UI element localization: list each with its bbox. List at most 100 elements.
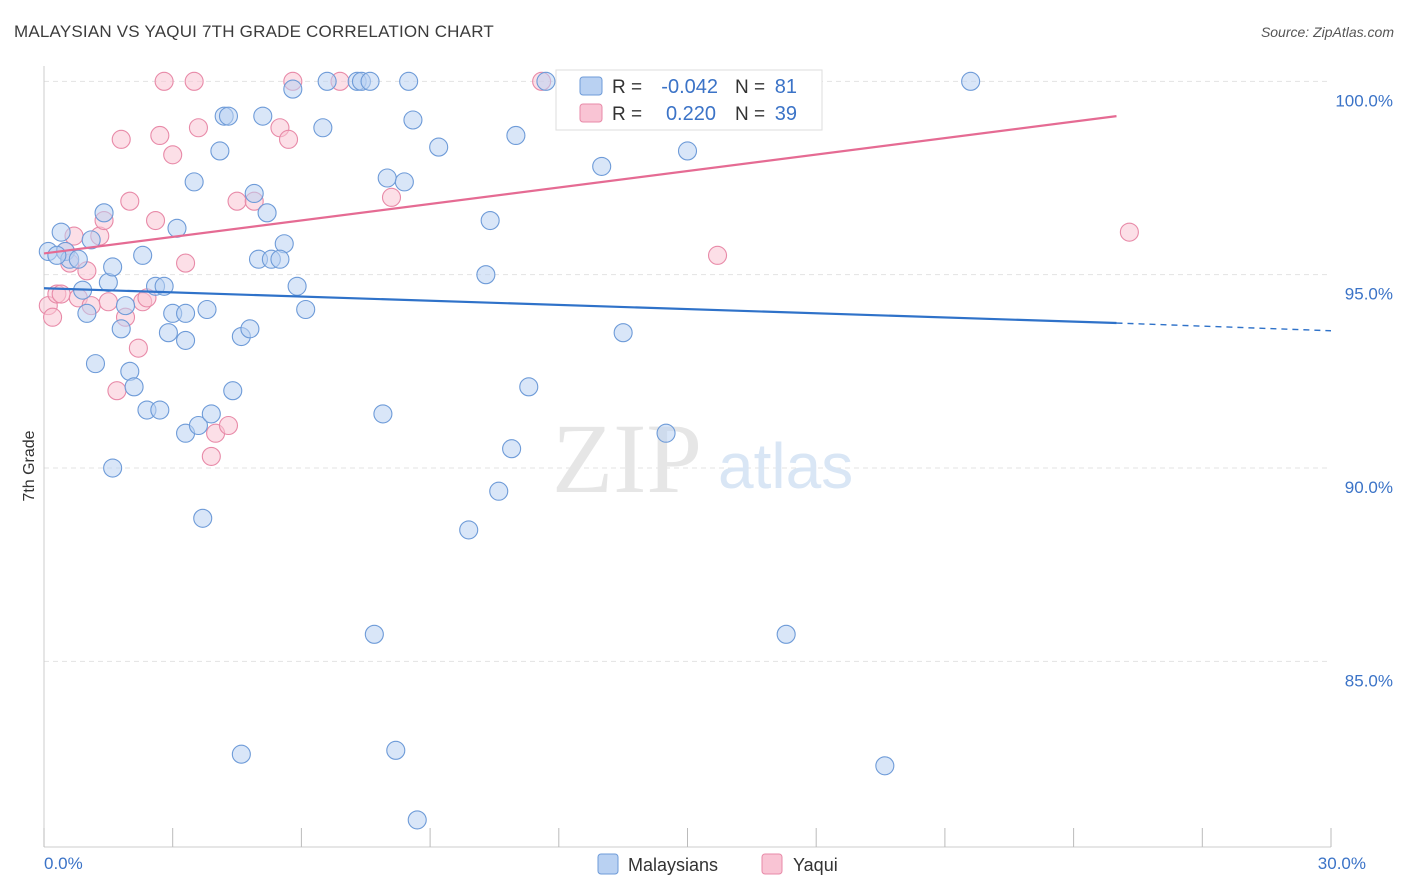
malaysian-point (283, 79, 303, 99)
legend-n-value-yaqui: 39 (775, 103, 797, 125)
malaysian-point (287, 276, 307, 296)
x-tick-labels: 0.0% 30.0% (44, 854, 1366, 873)
bottom-legend-swatch-yaqui (761, 853, 783, 875)
yaqui-point (150, 125, 170, 146)
malaysians-trend-line (43, 287, 1117, 325)
malaysian-point (188, 415, 208, 436)
malaysian-point (154, 276, 174, 296)
y-tick-label: 85.0% (1345, 671, 1393, 690)
malaysian-point (47, 245, 67, 265)
watermark-zip: ZIP (552, 403, 702, 514)
yaqui-trend-line (43, 115, 1117, 255)
malaysian-point (613, 323, 633, 343)
series-legend: Malaysians Yaqui (597, 853, 838, 875)
malaysian-point (407, 810, 427, 830)
malaysian-point (158, 323, 178, 343)
malaysian-point (103, 257, 123, 277)
yaqui-point (128, 338, 148, 358)
malaysian-point (364, 624, 384, 644)
malaysian-point (257, 203, 277, 223)
malaysian-point (403, 110, 423, 130)
axes (43, 66, 1332, 848)
yaqui-point (184, 71, 204, 91)
malaysian-point (270, 249, 290, 269)
x-tick-label: 0.0% (44, 854, 83, 873)
malaysian-point (592, 156, 612, 176)
malaysian-point (394, 172, 414, 192)
legend-n-label-1: N = (735, 77, 765, 98)
malaysian-point (875, 756, 895, 776)
trend-lines (43, 115, 1332, 332)
yaqui-point (707, 245, 728, 265)
malaysian-point (176, 330, 196, 350)
legend-r-label-1: R = (612, 77, 642, 98)
yaqui-point (43, 307, 63, 327)
malaysian-point (197, 299, 217, 320)
malaysian-point (201, 404, 221, 424)
yaqui-point (154, 71, 174, 91)
malaysians-trend-extension (1116, 322, 1332, 332)
malaysian-point (77, 303, 97, 323)
malaysian-point (476, 265, 496, 285)
correlation-legend: R = -0.042 N = 81 R = 0.220 N = 39 (555, 69, 823, 131)
watermark-atlas: atlas (718, 430, 853, 502)
malaysian-point (677, 141, 698, 161)
malaysian-point (223, 381, 243, 401)
malaysian-point (133, 245, 153, 265)
malaysian-point (184, 172, 204, 192)
yaqui-point (188, 118, 208, 138)
malaysian-point (176, 303, 196, 323)
malaysian-point (115, 296, 136, 316)
malaysian-point (480, 210, 500, 231)
malaysian-point (240, 319, 260, 339)
malaysian-point (150, 400, 170, 420)
malaysian-point (360, 71, 380, 91)
yaqui-point (176, 253, 196, 273)
malaysian-point (373, 404, 393, 424)
bottom-legend-yaqui: Yaqui (793, 855, 838, 875)
malaysian-point (94, 203, 114, 223)
malaysian-point (429, 137, 449, 157)
yaqui-point (381, 187, 402, 207)
yaqui-point (278, 129, 299, 149)
legend-r-label-2: R = (612, 104, 642, 125)
yaqui-point (145, 210, 166, 231)
yaqui-point (218, 415, 239, 436)
yaqui-point (227, 191, 247, 211)
malaysian-point (81, 230, 101, 250)
yaqui-point (111, 129, 131, 149)
yaqui-point (1119, 222, 1139, 242)
yaqui-point (120, 191, 140, 211)
bottom-legend-swatch-malaysians (597, 853, 619, 875)
legend-swatch-malaysians (579, 76, 603, 96)
malaysian-point (253, 106, 273, 126)
legend-swatch-yaqui (579, 103, 603, 123)
malaysian-point (85, 354, 106, 374)
malaysian-point (536, 71, 556, 91)
malaysian-point (377, 168, 397, 188)
malaysian-point (317, 71, 337, 91)
malaysian-point (386, 740, 406, 760)
malaysian-point (961, 71, 981, 91)
malaysian-point (51, 222, 71, 242)
grid-lines (44, 80, 1331, 662)
y-tick-label: 90.0% (1345, 478, 1393, 497)
malaysian-point (656, 423, 676, 443)
malaysian-point (459, 520, 479, 540)
malaysian-point (399, 71, 419, 91)
malaysian-point (776, 624, 796, 644)
malaysian-point (502, 439, 522, 459)
legend-n-label-2: N = (735, 104, 765, 125)
legend-r-value-malaysians: -0.042 (661, 76, 718, 98)
yaqui-point (98, 292, 118, 312)
yaqui-point (163, 145, 183, 165)
malaysian-point (103, 458, 123, 478)
malaysian-point (111, 319, 131, 339)
bottom-legend-malaysians: Malaysians (628, 855, 718, 875)
x-tick-label: 30.0% (1318, 854, 1366, 873)
malaysian-point (519, 377, 539, 397)
malaysian-point (231, 744, 251, 764)
y-tick-label: 95.0% (1345, 285, 1393, 304)
y-tick-labels: 100.0% 95.0% 90.0% 85.0% (1335, 91, 1393, 690)
